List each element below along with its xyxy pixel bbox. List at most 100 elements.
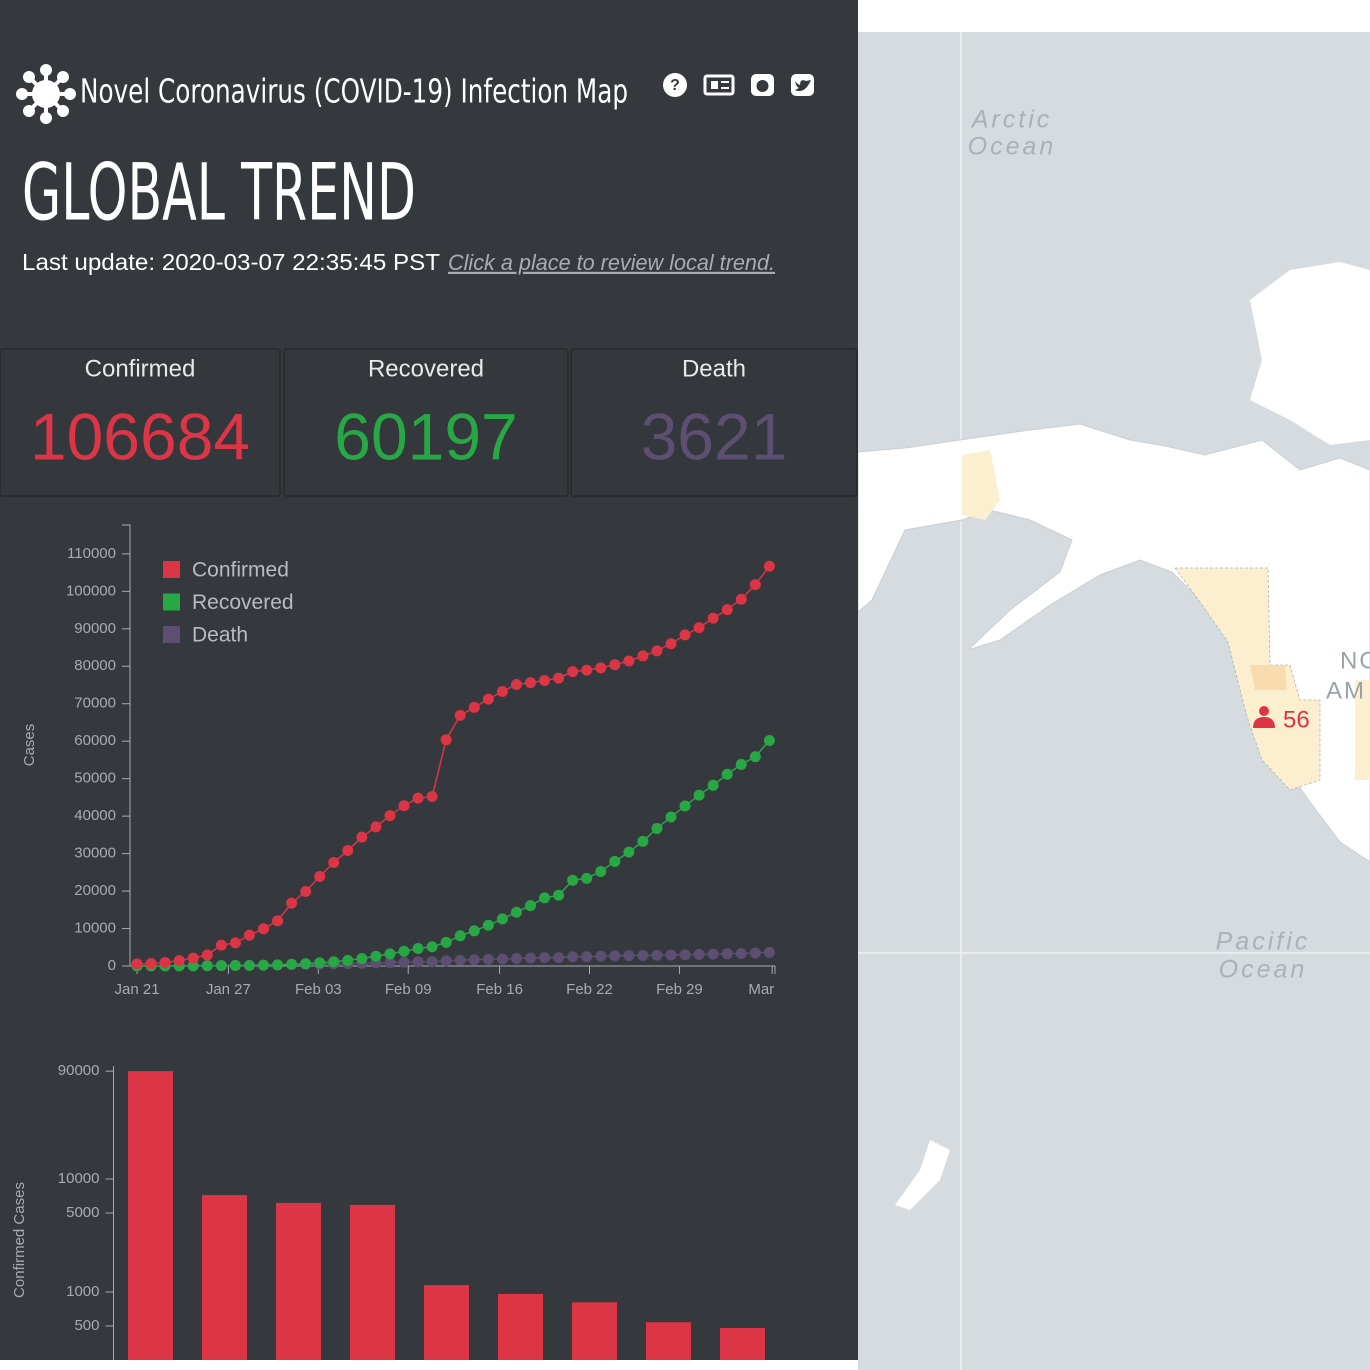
data-point: [412, 956, 424, 968]
bar: [350, 1204, 395, 1360]
y-tick-label: 40000: [74, 807, 116, 824]
data-point: [215, 939, 227, 951]
marker-icon: [1253, 717, 1275, 728]
stat-value: 3621: [641, 399, 788, 473]
legend-label: Recovered: [192, 591, 294, 614]
data-point: [440, 734, 452, 746]
help-icon[interactable]: ?: [663, 73, 687, 97]
stat-box: [0, 348, 281, 497]
x-tick-label: Feb 16: [476, 981, 523, 998]
data-point: [567, 951, 579, 963]
data-point: [693, 622, 705, 634]
map-top-bar: [858, 0, 1370, 32]
y-tick-label: 110000: [67, 545, 116, 562]
data-point: [272, 959, 284, 971]
data-point: [581, 664, 593, 676]
x-tick-label: Feb 09: [385, 981, 432, 998]
y-tick-label: 90000: [58, 1062, 100, 1079]
data-point: [314, 957, 326, 969]
y-tick-label: 0: [108, 957, 116, 974]
data-point: [482, 953, 494, 965]
bar: [202, 1195, 247, 1360]
data-point: [707, 779, 719, 791]
y-tick-label: 90000: [74, 620, 116, 637]
x-tick-label: Feb 22: [566, 981, 613, 998]
data-point: [707, 612, 719, 624]
data-point: [665, 811, 677, 823]
data-point: [272, 915, 284, 927]
y-tick-label: 500: [74, 1317, 99, 1334]
data-point: [131, 958, 143, 970]
data-point: [567, 874, 579, 886]
data-point: [553, 672, 565, 684]
data-point: [749, 579, 761, 591]
hint-link[interactable]: Click a place to review local trend.: [448, 250, 775, 275]
legend-label: Confirmed: [192, 559, 289, 582]
data-point: [553, 952, 565, 964]
bar: [276, 1202, 321, 1360]
stat-box: [570, 348, 858, 497]
data-point: [257, 923, 269, 935]
page-title: GLOBAL TREND: [22, 148, 416, 238]
data-point: [763, 946, 775, 958]
data-point: [595, 662, 607, 674]
data-point: [468, 701, 480, 713]
y-tick-label: 1000: [66, 1283, 99, 1300]
data-point: [229, 960, 241, 972]
data-point: [693, 948, 705, 960]
data-point: [524, 677, 536, 689]
region: [1250, 665, 1287, 690]
news-icon[interactable]: [703, 74, 735, 96]
data-point: [679, 800, 691, 812]
y-tick-label: 100000: [66, 582, 116, 599]
data-point: [201, 960, 213, 972]
data-point: [286, 897, 298, 909]
data-point: [749, 751, 761, 763]
y-tick-label: 5000: [66, 1204, 99, 1221]
data-point: [665, 949, 677, 961]
data-point: [623, 655, 635, 667]
data-point: [581, 951, 593, 963]
y-tick-label: 10000: [58, 1170, 100, 1187]
github-icon[interactable]: [751, 74, 774, 96]
data-point: [623, 846, 635, 858]
legend-swatch: [163, 561, 180, 578]
data-point: [679, 629, 691, 641]
bar: [720, 1327, 765, 1360]
svg-text:?: ?: [670, 77, 680, 94]
data-point: [665, 638, 677, 650]
data-point: [637, 650, 649, 662]
land: [1250, 262, 1370, 445]
data-point: [328, 956, 340, 968]
data-point: [679, 949, 691, 961]
data-point: [412, 942, 424, 954]
data-point: [229, 937, 241, 949]
data-point: [637, 835, 649, 847]
data-point: [721, 604, 733, 616]
data-point: [609, 855, 621, 867]
data-point: [356, 952, 368, 964]
data-point: [215, 960, 227, 972]
data-point: [496, 913, 508, 925]
region: [962, 450, 1000, 520]
data-point: [651, 822, 663, 834]
x-tick-label: Feb 29: [656, 981, 703, 998]
twitter-icon[interactable]: [791, 74, 814, 96]
bar: [646, 1322, 691, 1360]
region: [1174, 567, 1321, 791]
data-point: [173, 955, 185, 967]
y-axis-label: Cases: [21, 724, 38, 767]
data-point: [398, 956, 410, 968]
y-tick-label: 60000: [74, 732, 116, 749]
data-point: [440, 955, 452, 967]
data-point: [510, 678, 522, 690]
data-point: [243, 959, 255, 971]
x-tick-label: Jan 27: [206, 981, 251, 998]
data-point: [257, 959, 269, 971]
y-tick-label: 80000: [74, 657, 116, 674]
data-point: [693, 789, 705, 801]
x-tick-label: Feb 03: [295, 981, 342, 998]
data-point: [623, 950, 635, 962]
data-point: [735, 947, 747, 959]
data-point: [384, 948, 396, 960]
